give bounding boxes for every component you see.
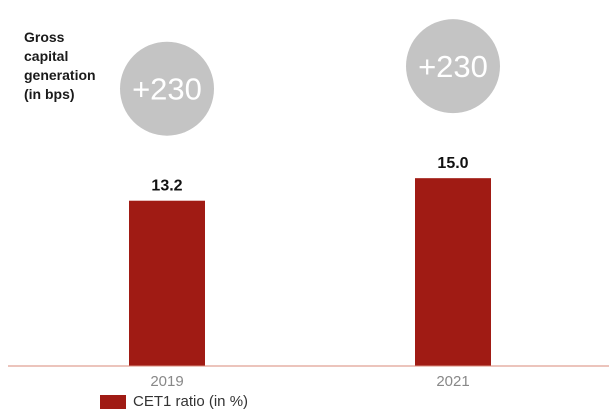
data-label-2019: 13.2 (151, 178, 182, 195)
data-label-2021: 15.0 (437, 155, 468, 172)
gross-capital-generation-label: Gross capital generation (in bps) (24, 28, 96, 104)
x-tick-2021: 2021 (436, 373, 469, 390)
legend: CET1 ratio (in %) (100, 393, 248, 410)
badge-text-2021: +230 (418, 49, 488, 84)
side-label-line-2: capital (24, 48, 69, 64)
side-label-line-4: (in bps) (24, 86, 75, 102)
side-label-line-1: Gross (24, 29, 65, 45)
bar-2021 (415, 178, 491, 366)
x-tick-2019: 2019 (150, 373, 183, 390)
side-label-line-3: generation (24, 67, 96, 83)
bar-2019 (129, 200, 205, 366)
badge-circle-2021 (406, 19, 500, 114)
badge-text-2019: +230 (132, 72, 202, 107)
badge-circle-2019 (120, 41, 214, 136)
legend-swatch (100, 394, 126, 409)
legend-label: CET1 ratio (in %) (133, 393, 249, 410)
